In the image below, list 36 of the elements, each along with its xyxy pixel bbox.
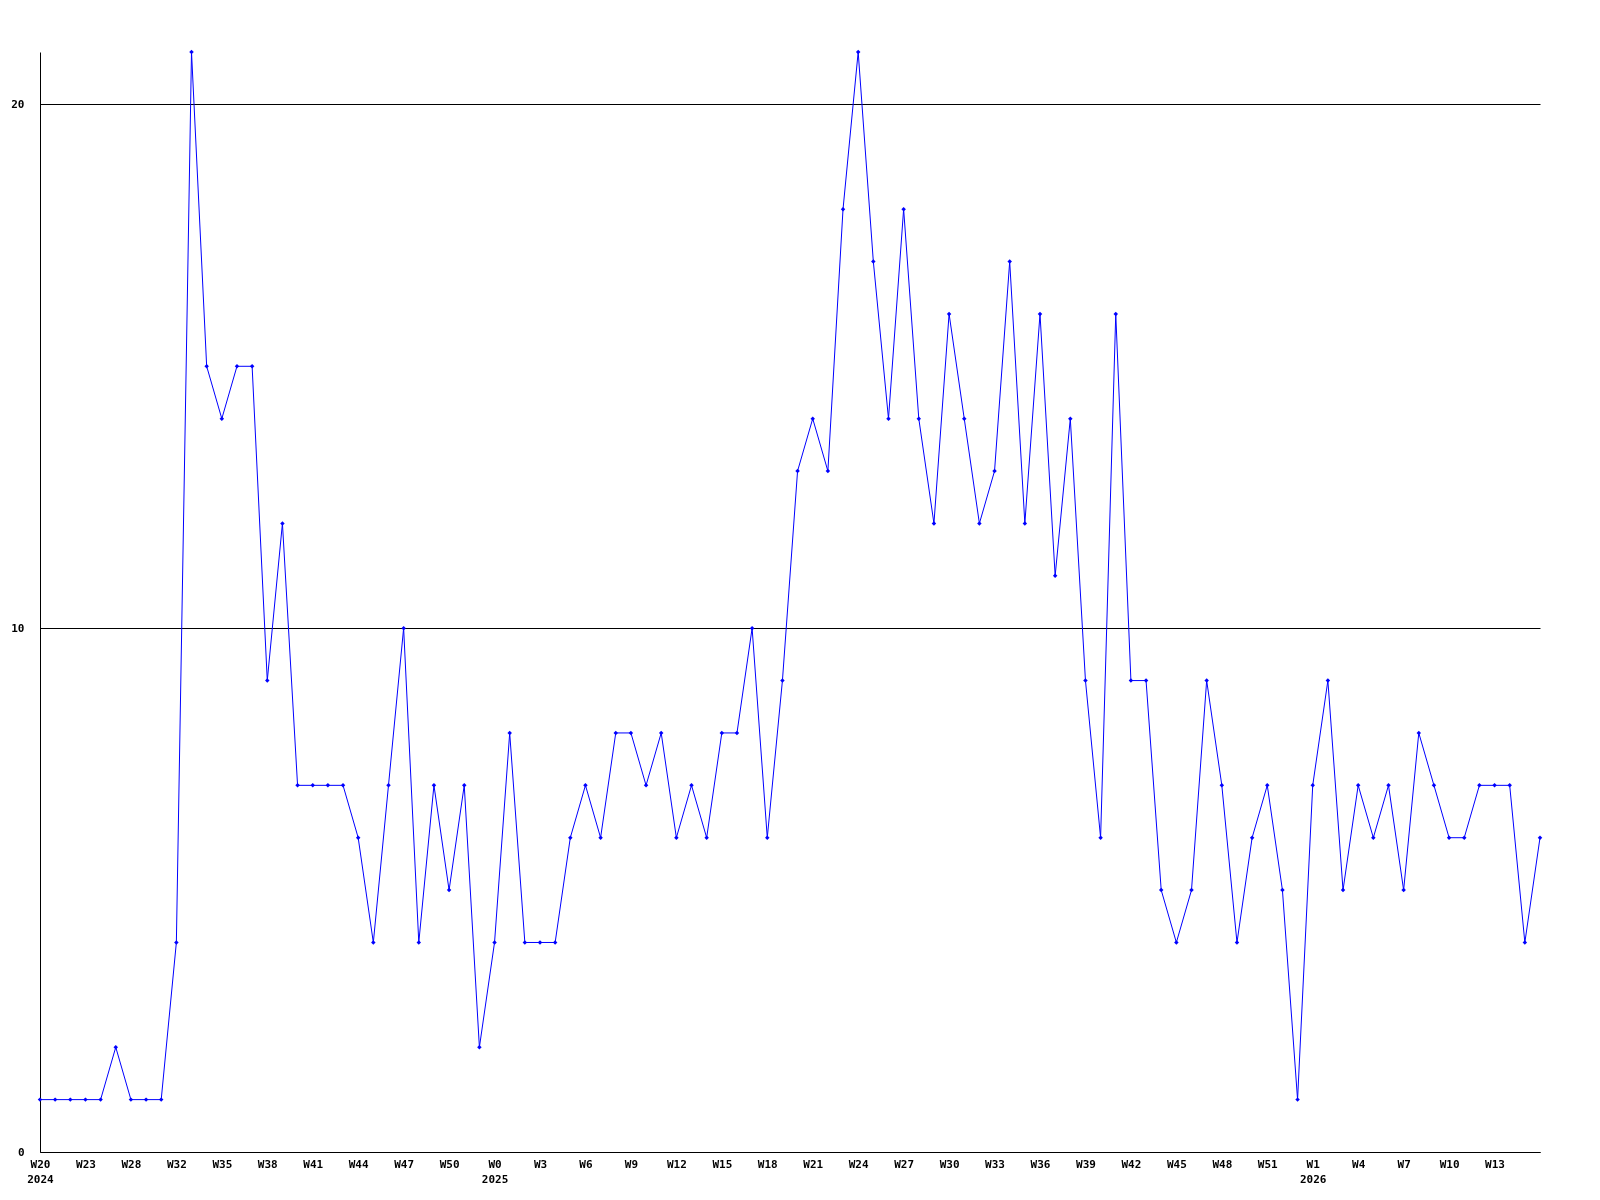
x-tick-label: W36 [1030, 1157, 1051, 1171]
x-tick-label: W47 [394, 1157, 415, 1171]
x-tick-label: W27 [894, 1157, 915, 1171]
x-tick-label: W7 [1397, 1157, 1411, 1171]
x-tick-label: W28 [121, 1157, 142, 1171]
x-tick-label: W23 [76, 1157, 96, 1171]
x-tick-label: W51 [1257, 1157, 1279, 1171]
x-tick-label: W24 [848, 1157, 869, 1171]
y-tick-label: 20 [11, 97, 25, 111]
x-tick-label: W44 [348, 1157, 369, 1171]
y-tick-label: 10 [11, 621, 25, 635]
x-tick-label: W15 [712, 1157, 733, 1171]
x-tick-label: W42 [1121, 1157, 1142, 1171]
x-tick-label: W35 [212, 1157, 233, 1171]
x-tick-label: W1 2026 [1299, 1157, 1327, 1186]
x-tick-label: W13 [1485, 1157, 1505, 1171]
x-tick-label: W18 [757, 1157, 778, 1171]
x-tick-label: W33 [985, 1157, 1005, 1171]
x-tick-label: W20 2024 [27, 1157, 55, 1186]
x-tick-label: W10 [1439, 1157, 1460, 1171]
x-tick-label: W0 2025 [481, 1157, 509, 1186]
x-tick-label: W9 [624, 1157, 639, 1171]
y-tick-label: 0 [17, 1145, 25, 1159]
x-tick-label: W38 [257, 1157, 278, 1171]
x-tick-label: W50 [439, 1157, 460, 1171]
x-tick-label: W45 [1166, 1157, 1187, 1171]
x-tick-label: W12 [666, 1157, 687, 1171]
x-tick-label: W32 [166, 1157, 187, 1171]
x-tick-label: W21 [803, 1157, 824, 1171]
x-tick-label: W3 [533, 1157, 548, 1171]
x-tick-label: W39 [1076, 1157, 1096, 1171]
x-tick-label: W30 [939, 1157, 960, 1171]
x-tick-label: W6 [579, 1157, 593, 1171]
x-tick-label: W41 [303, 1157, 324, 1171]
x-tick-label: W48 [1212, 1157, 1233, 1171]
x-tick-label: W4 [1352, 1157, 1366, 1171]
